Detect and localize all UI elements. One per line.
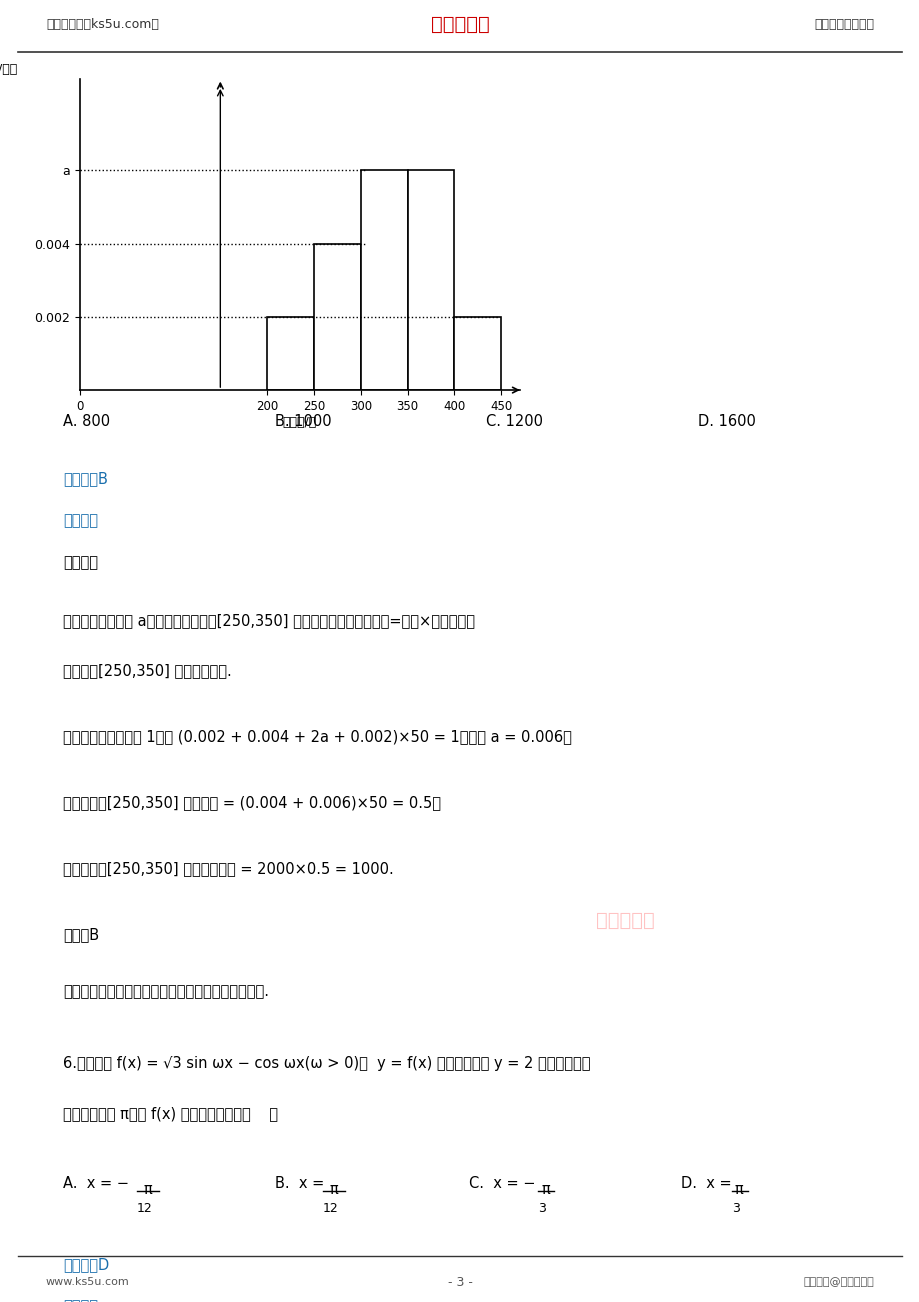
Text: π: π xyxy=(329,1182,338,1197)
Text: 【详解】由频率和为 1，得 (0.002 + 0.004 + 2a + 0.002)×50 = 1，解得 a = 0.006，: 【详解】由频率和为 1，得 (0.002 + 0.004 + 2a + 0.00… xyxy=(62,729,572,743)
Text: www.ks5u.com: www.ks5u.com xyxy=(46,1277,130,1288)
Text: 点的距离等于 π，则 f(x) 的一条对称轴是（    ）: 点的距离等于 π，则 f(x) 的一条对称轴是（ ） xyxy=(62,1107,278,1121)
Bar xyxy=(454,316,501,391)
Text: 高考资源网: 高考资源网 xyxy=(596,911,654,930)
Text: 3: 3 xyxy=(538,1202,545,1215)
Text: π: π xyxy=(143,1182,152,1197)
Text: 高考资源网（ks5u.com）: 高考资源网（ks5u.com） xyxy=(46,18,159,31)
Text: 所以成绩在[250,350] 内的频率 = (0.004 + 0.006)×50 = 0.5，: 所以成绩在[250,350] 内的频率 = (0.004 + 0.006)×50… xyxy=(62,796,440,810)
Text: 由图可列方程算得 a，然后求出成绩在[250,350] 内的频率，最后根据频数=总数×频率可以求: 由图可列方程算得 a，然后求出成绩在[250,350] 内的频率，最后根据频数=… xyxy=(62,613,474,628)
Text: 3: 3 xyxy=(731,1202,739,1215)
Text: 所以成绩在[250,350] 内的学生人数 = 2000×0.5 = 1000.: 所以成绩在[250,350] 内的学生人数 = 2000×0.5 = 1000. xyxy=(62,861,393,876)
Text: C. 1200: C. 1200 xyxy=(485,414,542,430)
Text: π: π xyxy=(541,1182,550,1197)
Text: 【答案】B: 【答案】B xyxy=(62,471,108,487)
Text: B.  x =: B. x = xyxy=(274,1176,323,1191)
Text: 【点睛】本题主要考查频率直方图的应用，属基础题.: 【点睛】本题主要考查频率直方图的应用，属基础题. xyxy=(62,984,268,999)
Bar xyxy=(267,316,313,391)
Text: A.  x = −: A. x = − xyxy=(62,1176,129,1191)
Text: C.  x = −: C. x = − xyxy=(469,1176,535,1191)
Text: 【答案】D: 【答案】D xyxy=(62,1258,109,1272)
Text: 6.已知函数 f(x) = √3 sin ωx − cos ωx(ω > 0)，  y = f(x) 的图象与直线 y = 2 的两个相邻交: 6.已知函数 f(x) = √3 sin ωx − cos ωx(ω > 0)，… xyxy=(62,1056,590,1072)
Y-axis label: 频率/组距: 频率/组距 xyxy=(0,62,17,76)
Text: D.  x =: D. x = xyxy=(680,1176,731,1191)
Text: A. 800: A. 800 xyxy=(62,414,110,430)
Text: 12: 12 xyxy=(323,1202,338,1215)
Bar xyxy=(407,171,454,391)
Text: B. 1000: B. 1000 xyxy=(274,414,331,430)
Text: - 3 -: - 3 - xyxy=(447,1276,472,1289)
Text: 【解析】: 【解析】 xyxy=(62,1299,97,1302)
Text: 故选：B: 故选：B xyxy=(62,927,99,941)
Text: 版权所有@高考资源网: 版权所有@高考资源网 xyxy=(802,1277,873,1288)
Text: 高考资源网: 高考资源网 xyxy=(430,16,489,34)
Text: 12: 12 xyxy=(136,1202,153,1215)
Text: 得成绩在[250,350] 内的学生人数.: 得成绩在[250,350] 内的学生人数. xyxy=(62,663,232,678)
Bar xyxy=(313,243,360,391)
Bar xyxy=(360,171,407,391)
Text: 【解析】: 【解析】 xyxy=(62,513,97,529)
Text: π: π xyxy=(733,1182,742,1197)
Text: 您身边的高考专家: 您身边的高考专家 xyxy=(813,18,873,31)
Text: D. 1600: D. 1600 xyxy=(697,414,754,430)
X-axis label: 总成绩/分: 总成绩/分 xyxy=(282,415,317,428)
Text: 【分析】: 【分析】 xyxy=(62,556,97,570)
